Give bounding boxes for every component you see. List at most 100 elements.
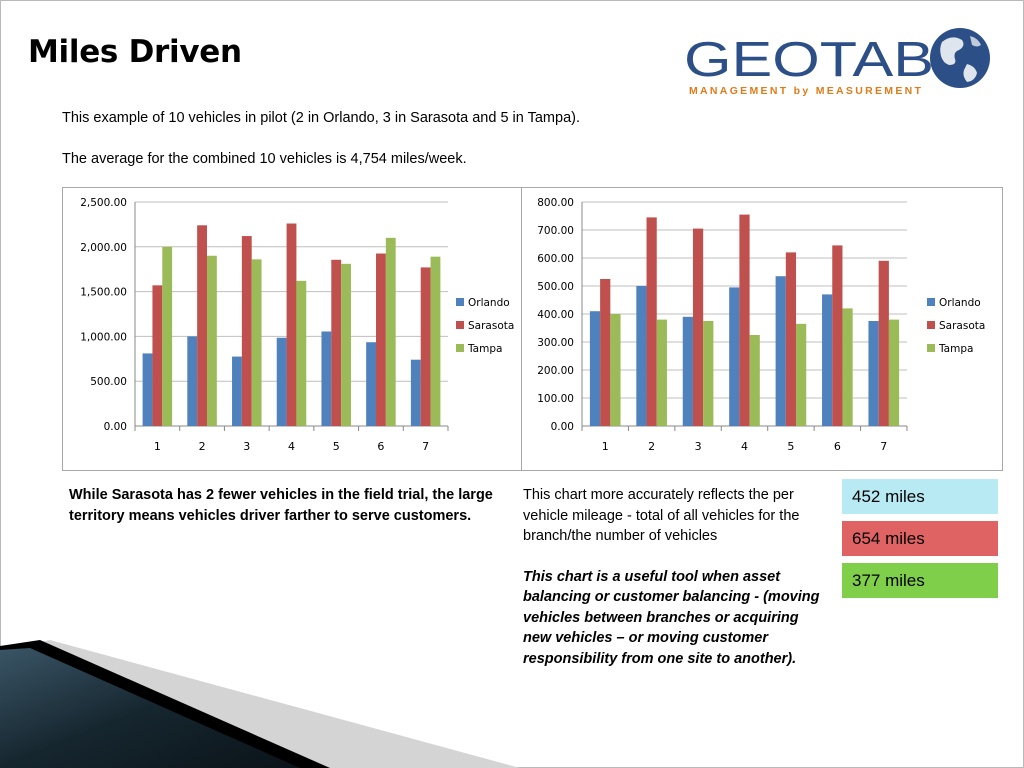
logo-wordmark: GEOTAB xyxy=(684,33,934,87)
legend-swatch-orlando xyxy=(456,298,464,306)
x-tick-label: 7 xyxy=(422,440,429,453)
y-tick-label: 1,000.00 xyxy=(80,331,127,343)
bar-orlando-7 xyxy=(868,321,879,426)
y-tick-label: 200.00 xyxy=(537,365,574,377)
y-tick-label: 0.00 xyxy=(104,421,127,433)
legend-label-sarasota: Sarasota xyxy=(939,320,985,332)
bar-tampa-3 xyxy=(251,259,262,426)
bar-sarasota-3 xyxy=(692,228,704,426)
legend-swatch-tampa xyxy=(927,344,935,352)
bar-tampa-4 xyxy=(296,280,307,426)
bar-orlando-6 xyxy=(822,294,833,426)
sarasota-note: While Sarasota has 2 fewer vehicles in t… xyxy=(69,487,493,524)
y-tick-label: 300.00 xyxy=(537,337,574,349)
bar-orlando-1 xyxy=(589,311,601,426)
bar-tampa-5 xyxy=(796,323,807,426)
y-tick-label: 700.00 xyxy=(537,225,574,237)
bar-tampa-3 xyxy=(703,321,714,426)
x-tick-label: 6 xyxy=(377,440,384,453)
x-tick-label: 2 xyxy=(199,440,206,453)
y-tick-label: 500.00 xyxy=(90,376,127,388)
bar-tampa-7 xyxy=(430,256,441,426)
bar-orlando-3 xyxy=(682,316,693,426)
x-tick-label: 1 xyxy=(602,440,609,453)
bar-sarasota-5 xyxy=(785,252,797,426)
legend-swatch-sarasota xyxy=(456,321,464,329)
chart-explanation-text: This chart more accurately reflects the … xyxy=(523,487,800,544)
bar-sarasota-7 xyxy=(420,267,431,426)
bar-orlando-4 xyxy=(276,337,287,426)
logo-tagline: MANAGEMENT by MEASUREMENT xyxy=(689,85,923,97)
y-tick-label: 2,500.00 xyxy=(80,197,127,209)
orlando-average-badge: 452 miles xyxy=(842,479,998,514)
bar-tampa-5 xyxy=(341,263,351,426)
slide-title: Miles Driven xyxy=(28,34,242,70)
bar-sarasota-2 xyxy=(646,217,657,426)
total-miles-chart: 0.00 500.00 1,000.00 1,500.00 2,000.00 2,500.… xyxy=(62,187,522,471)
x-tick-label: 1 xyxy=(154,440,161,453)
corner-decoration xyxy=(0,640,520,768)
legend-label-tampa: Tampa xyxy=(938,343,973,355)
bar-tampa-4 xyxy=(749,335,760,426)
y-tick-label: 1,500.00 xyxy=(80,287,127,299)
bar-orlando-2 xyxy=(636,286,647,426)
bar-tampa-6 xyxy=(842,308,853,426)
x-tick-label: 2 xyxy=(648,440,655,453)
globe-icon xyxy=(930,28,990,88)
x-tick-label: 4 xyxy=(741,440,748,453)
bar-orlando-5 xyxy=(321,331,332,426)
total-miles-chart-svg: 0.00 500.00 1,000.00 1,500.00 2,000.00 2,500.… xyxy=(80,197,514,453)
geotab-logo: GEOTAB MANAGEMENT by MEASUREMENT xyxy=(684,28,990,97)
bar-sarasota-3 xyxy=(241,236,252,426)
legend-swatch-sarasota xyxy=(927,321,935,329)
legend-label-orlando: Orlando xyxy=(468,297,510,309)
sarasota-average-badge: 654 miles xyxy=(842,521,998,556)
legend-label-orlando: Orlando xyxy=(939,297,981,309)
y-tick-label: 100.00 xyxy=(537,393,574,405)
bar-orlando-3 xyxy=(232,356,242,426)
bar-sarasota-4 xyxy=(286,223,297,426)
bar-sarasota-1 xyxy=(152,285,163,426)
per-vehicle-miles-chart-svg: 0.00 100.00 200.00 300.00 400.00 500.00 600.00… xyxy=(537,197,985,453)
x-tick-label: 4 xyxy=(288,440,295,453)
bar-orlando-4 xyxy=(729,287,740,426)
x-tick-label: 3 xyxy=(695,440,702,453)
legend-label-tampa: Tampa xyxy=(467,343,502,355)
y-tick-label: 2,000.00 xyxy=(80,242,127,254)
chart-usage-note: This chart is a useful tool when asset b… xyxy=(523,568,820,667)
y-tick-label: 800.00 xyxy=(537,197,574,209)
bar-orlando-1 xyxy=(142,353,153,426)
legend-label-sarasota: Sarasota xyxy=(468,320,514,332)
x-tick-label: 6 xyxy=(834,440,841,453)
y-tick-label: 500.00 xyxy=(537,281,574,293)
x-tick-label: 5 xyxy=(787,440,794,453)
bar-sarasota-2 xyxy=(197,225,207,426)
bar-sarasota-6 xyxy=(832,245,843,426)
x-tick-label: 5 xyxy=(333,440,340,453)
chart-explanation: This chart more accurately reflects the … xyxy=(523,485,828,669)
x-tick-label: 3 xyxy=(243,440,250,453)
bar-orlando-7 xyxy=(410,359,421,426)
bar-tampa-2 xyxy=(206,255,217,426)
legend-swatch-orlando xyxy=(927,298,935,306)
bar-tampa-6 xyxy=(385,237,396,426)
bar-sarasota-7 xyxy=(878,260,889,426)
bar-tampa-7 xyxy=(888,319,900,426)
y-tick-label: 400.00 xyxy=(537,309,574,321)
y-tick-label: 0.00 xyxy=(551,421,574,433)
bar-tampa-1 xyxy=(610,314,621,426)
intro-line-1: This example of 10 vehicles in pilot (2 … xyxy=(62,110,580,126)
bar-orlando-6 xyxy=(366,342,377,426)
bar-orlando-2 xyxy=(187,336,198,426)
intro-line-2: The average for the combined 10 vehicles… xyxy=(62,151,467,167)
bar-tampa-1 xyxy=(162,246,173,426)
bar-sarasota-4 xyxy=(739,214,750,426)
bar-sarasota-1 xyxy=(600,279,611,426)
tampa-average-badge: 377 miles xyxy=(842,563,998,598)
y-tick-label: 600.00 xyxy=(537,253,574,265)
x-tick-label: 7 xyxy=(880,440,887,453)
bar-orlando-5 xyxy=(775,276,786,426)
bar-sarasota-6 xyxy=(376,253,386,426)
bar-sarasota-5 xyxy=(331,259,342,426)
legend-swatch-tampa xyxy=(456,344,464,352)
